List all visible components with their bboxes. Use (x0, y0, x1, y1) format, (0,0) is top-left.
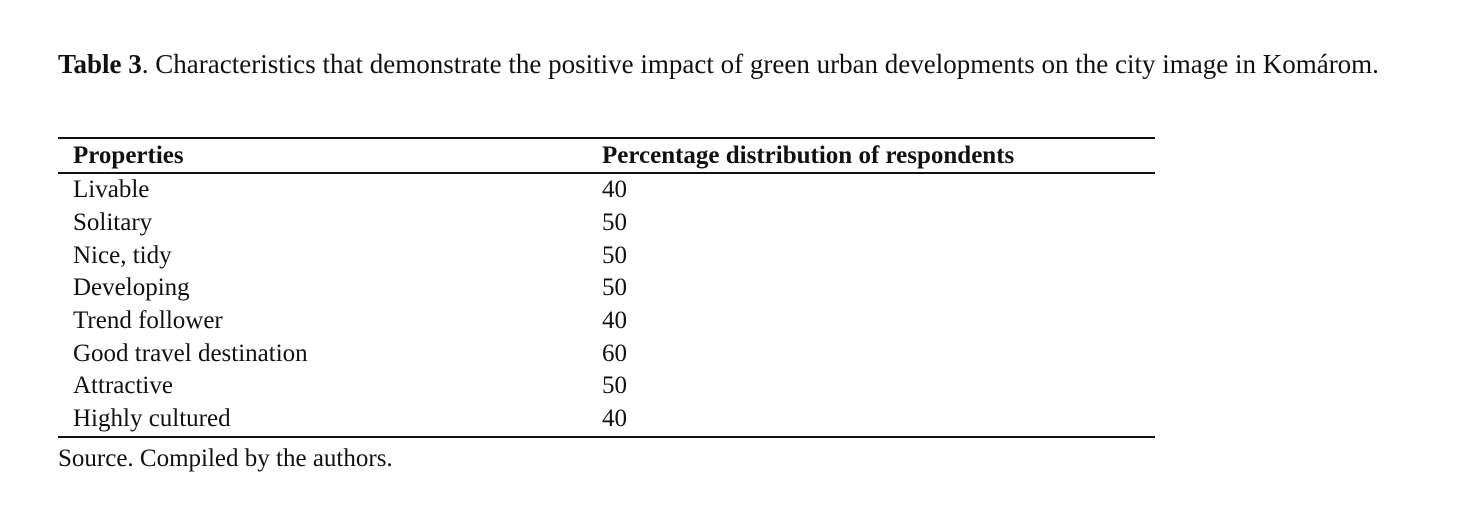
table-row: Attractive 50 (58, 370, 1155, 403)
table-cell: 50 (602, 209, 627, 237)
header-row: Properties Percentage distribution of res… (58, 138, 1155, 173)
table-cell: Livable (73, 176, 150, 204)
caption-label: Table 3 (58, 49, 142, 79)
table-cell: 50 (602, 274, 627, 302)
table-row: Solitary 50 (58, 207, 1155, 240)
table-cell: Trend follower (73, 307, 223, 335)
table-row: Developing 50 (58, 272, 1155, 305)
table-cell: Attractive (73, 372, 173, 400)
table-row: Good travel destination 60 (58, 337, 1155, 370)
table-cell: 50 (602, 241, 627, 269)
table-header: Properties Percentage distribution of res… (58, 138, 1155, 173)
caption-text: . Characteristics that demonstrate the p… (141, 49, 1379, 79)
table-cell: Developing (73, 274, 190, 302)
table-cell: 60 (602, 339, 627, 367)
table-cell: Solitary (73, 209, 153, 237)
table-caption: Table 3. Characteristics that demonstrat… (58, 44, 1423, 84)
header-cell: Percentage distribution of respondents (602, 141, 1015, 169)
table-cell: Highly cultured (73, 405, 231, 433)
table-body: Livable 40 Solitary 50 Nice, tidy 50 Developin… (58, 173, 1155, 437)
table-row: Nice, tidy 50 (58, 239, 1155, 272)
table-row: Livable 40 (58, 173, 1155, 207)
header-cell: Properties (73, 141, 184, 169)
table-cell: 50 (602, 372, 627, 400)
table-cell: Good travel destination (73, 339, 308, 367)
table-cell: 40 (602, 307, 627, 335)
table-cell: Nice, tidy (73, 241, 172, 269)
table-row: Highly cultured 40 (58, 403, 1155, 437)
data-table: Properties Percentage distribution of res… (58, 137, 1155, 438)
source-note: Source. Compiled by the authors. (58, 445, 393, 472)
table-row: Trend follower 40 (58, 305, 1155, 338)
table-cell: 40 (602, 405, 627, 433)
table-cell: 40 (602, 176, 627, 204)
